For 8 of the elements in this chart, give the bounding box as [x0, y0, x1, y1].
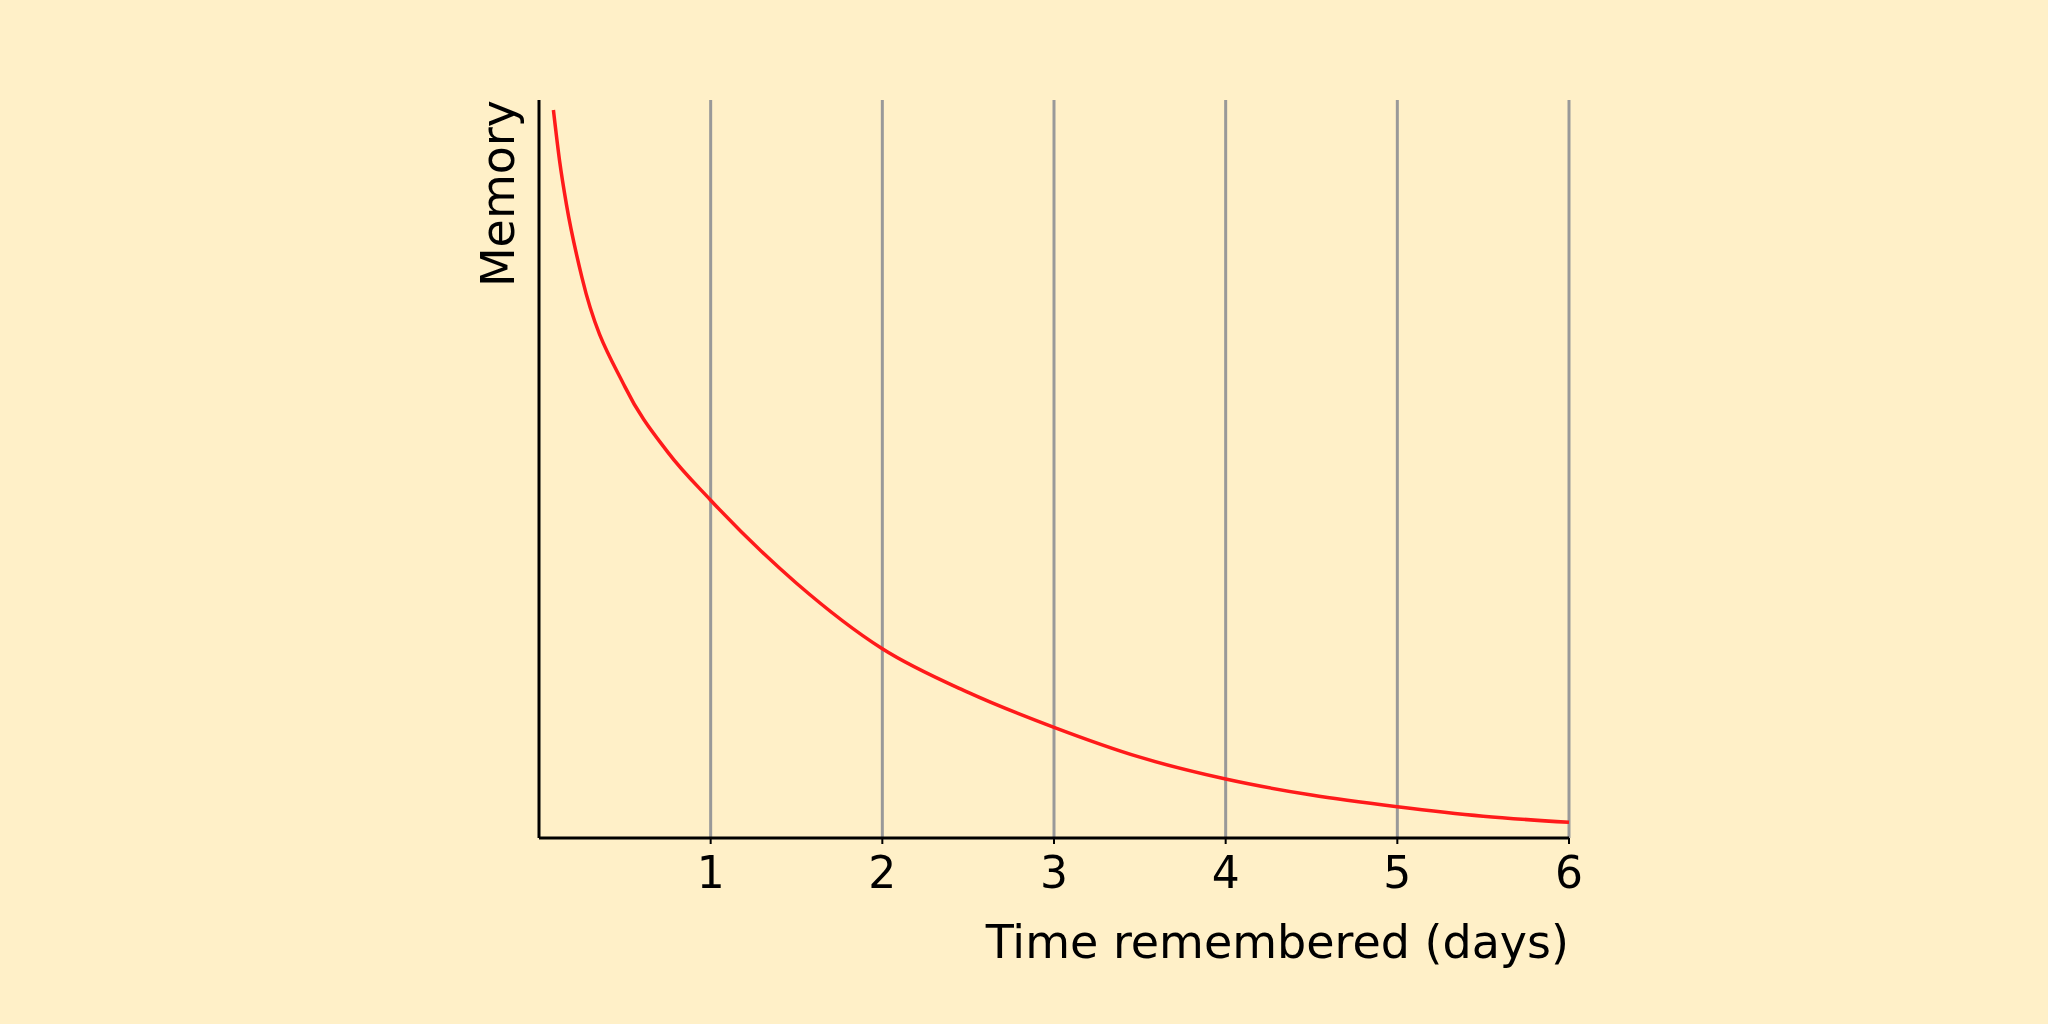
- x-tick-label: 4: [1211, 847, 1240, 898]
- y-axis-title: Memory: [471, 100, 525, 288]
- x-tick-label: 3: [1040, 847, 1068, 898]
- x-tick-label: 1: [696, 847, 725, 898]
- x-tick-label: 5: [1383, 847, 1412, 898]
- x-tick-label: 2: [868, 847, 897, 898]
- x-tick-label: 6: [1555, 847, 1583, 898]
- x-axis-title: Time remembered (days): [984, 915, 1569, 969]
